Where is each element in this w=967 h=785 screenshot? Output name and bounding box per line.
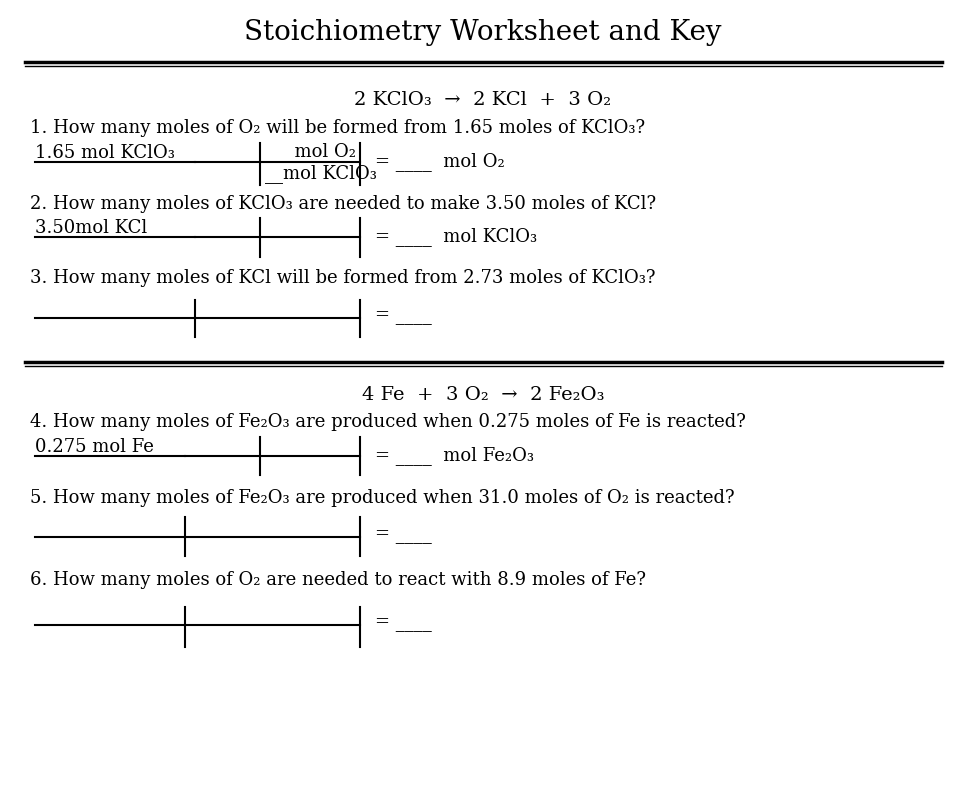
Text: = ____  mol KClO₃: = ____ mol KClO₃ [375, 228, 537, 246]
Text: = ____: = ____ [375, 614, 431, 632]
Text: 2 KClO₃  →  2 KCl  +  3 O₂: 2 KClO₃ → 2 KCl + 3 O₂ [355, 91, 611, 109]
Text: 0.275 mol Fe: 0.275 mol Fe [35, 438, 154, 456]
Text: 4. How many moles of Fe₂O₃ are produced when 0.275 moles of Fe is reacted?: 4. How many moles of Fe₂O₃ are produced … [30, 413, 746, 431]
Text: = ____  mol Fe₂O₃: = ____ mol Fe₂O₃ [375, 447, 534, 466]
Text: = ____  mol O₂: = ____ mol O₂ [375, 152, 505, 171]
Text: = ____: = ____ [375, 307, 431, 325]
Text: Stoichiometry Worksheet and Key: Stoichiometry Worksheet and Key [245, 19, 721, 46]
Text: 3.50mol KCl: 3.50mol KCl [35, 219, 147, 237]
Text: = ____: = ____ [375, 526, 431, 544]
Text: 5. How many moles of Fe₂O₃ are produced when 31.0 moles of O₂ is reacted?: 5. How many moles of Fe₂O₃ are produced … [30, 489, 735, 507]
Text: 1.65 mol KClO₃: 1.65 mol KClO₃ [35, 144, 175, 162]
Text: 4 Fe  +  3 O₂  →  2 Fe₂O₃: 4 Fe + 3 O₂ → 2 Fe₂O₃ [362, 386, 604, 404]
Text: 2. How many moles of KClO₃ are needed to make 3.50 moles of KCl?: 2. How many moles of KClO₃ are needed to… [30, 195, 657, 213]
Text: 1. How many moles of O₂ will be formed from 1.65 moles of KClO₃?: 1. How many moles of O₂ will be formed f… [30, 119, 645, 137]
Text: __  mol O₂: __ mol O₂ [265, 143, 356, 162]
Text: __mol KClO₃: __mol KClO₃ [265, 165, 377, 184]
Text: 6. How many moles of O₂ are needed to react with 8.9 moles of Fe?: 6. How many moles of O₂ are needed to re… [30, 571, 646, 589]
Text: 3. How many moles of KCl will be formed from 2.73 moles of KClO₃?: 3. How many moles of KCl will be formed … [30, 269, 656, 287]
